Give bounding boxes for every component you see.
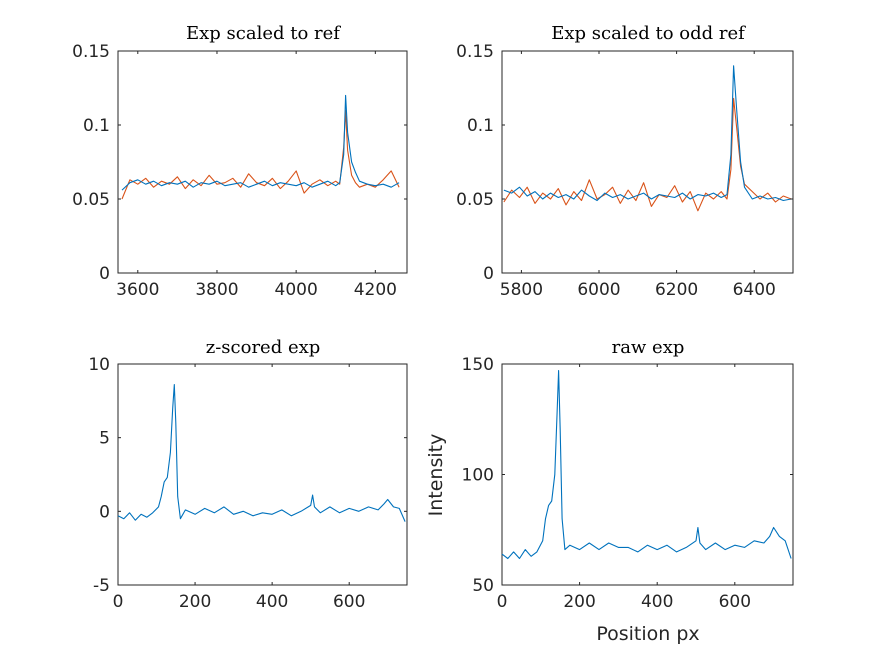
subplot-1-axes-box xyxy=(117,50,408,274)
subplot-4-xtick-label: 400 xyxy=(641,592,673,612)
subplot-4-ytick-label: 50 xyxy=(472,576,494,596)
subplot-4: raw exp Position px Intensity 0 200 400 600… xyxy=(425,337,794,645)
subplot-1: Exp scaled to ref 3600 3800 4000 4200 0 0.05 0… xyxy=(72,23,408,300)
subplot-3-xtick-label: 200 xyxy=(179,592,211,612)
subplot-1-xtick-label: 4000 xyxy=(275,280,318,300)
subplot-2-ytick-label: 0.05 xyxy=(456,190,494,210)
subplot-4-title: raw exp xyxy=(612,337,685,358)
subplot-3-ytick-label: 10 xyxy=(88,355,110,375)
subplot-1-series-1-line xyxy=(121,109,400,200)
subplot-1-ytick-label: 0.1 xyxy=(83,116,110,136)
subplot-2-title: Exp scaled to odd ref xyxy=(551,23,746,44)
subplot-1-xtick-label: 3800 xyxy=(195,280,238,300)
subplot-3-series-1-line xyxy=(117,384,406,522)
subplot-1-ytick-label: 0.05 xyxy=(72,190,110,210)
subplot-2: Exp scaled to odd ref 5800 6000 6200 6400 0 0… xyxy=(456,23,794,300)
subplot-1-xtick-label: 4200 xyxy=(354,280,397,300)
subplot-3-xtick-label: 600 xyxy=(333,592,365,612)
subplot-4-axes-box xyxy=(501,363,794,586)
subplot-3-xtick-label: 0 xyxy=(113,592,124,612)
subplot-2-ytick-label: 0 xyxy=(483,264,494,284)
subplot-3-ytick-label: 0 xyxy=(99,502,110,522)
subplot-2-xtick-label: 6000 xyxy=(577,280,620,300)
subplot-3-xtick-label: 400 xyxy=(256,592,288,612)
subplot-4-xtick-label: 600 xyxy=(719,592,751,612)
subplot-4-ytick-label: 150 xyxy=(462,355,494,375)
subplot-3-ytick-label: -5 xyxy=(93,576,110,596)
subplot-3-title: z-scored exp xyxy=(206,337,321,358)
subplot-1-series-2-line xyxy=(121,94,400,191)
subplot-4-ylabel: Intensity xyxy=(425,434,447,517)
subplot-2-xtick-label: 5800 xyxy=(500,280,543,300)
subplot-4-series-1-line xyxy=(501,370,792,560)
subplot-2-xtick-label: 6400 xyxy=(733,280,776,300)
subplot-2-series-2-line xyxy=(503,65,792,202)
subplot-3-axes-box xyxy=(117,363,408,586)
subplot-4-xtick-label: 200 xyxy=(563,592,595,612)
subplot-2-ytick-label: 0.15 xyxy=(456,42,494,62)
subplot-2-ytick-label: 0.1 xyxy=(467,116,494,136)
subplot-4-xtick-label: 0 xyxy=(497,592,508,612)
subplot-3-ytick-label: 5 xyxy=(99,429,110,449)
subplot-1-ytick-label: 0.15 xyxy=(72,42,110,62)
subplot-1-xtick-label: 3600 xyxy=(116,280,159,300)
subplot-4-ytick-label: 100 xyxy=(462,466,494,486)
subplot-1-title: Exp scaled to ref xyxy=(186,23,341,44)
subplot-2-axes-box xyxy=(501,50,794,274)
subplot-4-xlabel: Position px xyxy=(596,623,699,645)
subplot-2-xtick-label: 6200 xyxy=(655,280,698,300)
subplot-1-ytick-label: 0 xyxy=(99,264,110,284)
